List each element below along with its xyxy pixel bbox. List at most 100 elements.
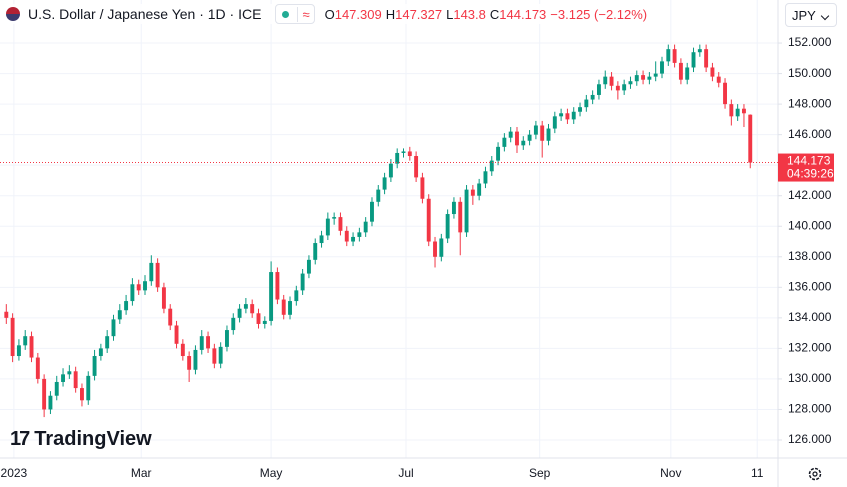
gear-hub: [812, 471, 818, 477]
candle-body: [174, 325, 179, 344]
logo-mark: 17: [10, 428, 30, 450]
ohlc-value: 143.8: [453, 6, 486, 22]
candle-body: [546, 128, 551, 141]
change-value: −3.125 (−2.12%): [550, 6, 648, 22]
candle-body: [275, 272, 280, 300]
brand-logo[interactable]: 17 TradingView: [10, 428, 152, 451]
status-buttons[interactable]: ≈: [275, 4, 315, 24]
candle-body: [445, 214, 450, 239]
x-tick-label: Sep: [529, 466, 551, 480]
candle-body: [218, 346, 223, 364]
ohlc-label: C: [489, 6, 500, 22]
y-tick-label: 140.000: [788, 218, 832, 232]
x-tick-label: Mar: [131, 466, 152, 480]
candle-body: [376, 189, 381, 202]
candle-body: [395, 152, 400, 164]
candle-body: [313, 243, 318, 260]
candle-body: [155, 262, 160, 288]
candle-body: [54, 381, 59, 396]
price-tag-countdown: 04:39:26: [787, 167, 834, 181]
candle-body: [180, 343, 185, 357]
candle-body: [464, 189, 469, 233]
candle-body: [451, 201, 456, 215]
market-status: [282, 10, 290, 18]
ohlc-label: O: [324, 6, 335, 22]
candle-body: [344, 230, 349, 242]
candle-body: [231, 317, 236, 331]
candle-body: [596, 84, 601, 95]
candle-body: [300, 273, 305, 291]
candle-body: [508, 131, 513, 138]
candle-body: [143, 281, 147, 291]
price-tag: [778, 153, 834, 182]
candle-body: [622, 84, 627, 91]
candle-body: [61, 374, 66, 382]
candle-body: [363, 221, 368, 233]
candle-body: [433, 241, 437, 257]
candle-body: [552, 116, 557, 129]
y-tick-label: 128.000: [788, 402, 832, 416]
candle-body: [533, 125, 538, 135]
candle-body: [23, 336, 28, 346]
y-tick-label: 132.000: [788, 341, 832, 355]
candle-body: [16, 345, 21, 357]
candle-body: [80, 388, 84, 401]
candle-body: [590, 94, 595, 100]
candle-body: [237, 308, 242, 318]
candle-body: [117, 310, 122, 320]
brand-text: TradingView: [34, 428, 152, 450]
candle-body: [111, 319, 116, 337]
candle-body: [678, 62, 683, 80]
candle-body: [294, 290, 299, 302]
candle-body: [73, 371, 78, 389]
candle-body: [521, 140, 526, 146]
candle-body: [420, 177, 425, 199]
currency-button[interactable]: JPY: [785, 3, 837, 27]
candle-body: [388, 163, 393, 178]
candle-body: [489, 160, 494, 172]
y-tick-label: 130.000: [788, 371, 832, 385]
candle-body: [161, 287, 166, 309]
y-tick-label: 126.000: [788, 432, 832, 446]
candle-body: [565, 113, 570, 120]
candle-body: [735, 108, 740, 117]
y-tick-label: 136.000: [788, 279, 832, 293]
candle-body: [306, 259, 311, 274]
candle-body: [584, 99, 589, 108]
candle-body: [628, 81, 633, 85]
candle-body: [685, 67, 690, 80]
candle-body: [426, 198, 431, 242]
candle-body: [29, 336, 34, 358]
candle-body: [168, 308, 173, 326]
candle-body: [136, 284, 141, 291]
candle-body: [653, 73, 658, 77]
candle-body: [212, 348, 217, 364]
candle-body: [742, 108, 746, 114]
settings-button[interactable]: [808, 467, 822, 481]
candle-body: [439, 238, 444, 257]
candle-body: [603, 76, 608, 85]
candle-body: [357, 232, 362, 237]
ohlc-value: 147.327: [395, 6, 443, 22]
candle-body: [723, 82, 727, 105]
candle-body: [527, 134, 532, 141]
candle-body: [225, 330, 229, 347]
candle-body: [199, 336, 204, 350]
ohlc-value: 147.309: [334, 6, 382, 22]
candle-body: [48, 395, 53, 410]
candle-body: [748, 114, 753, 163]
candle-body: [401, 151, 406, 153]
symbol-title[interactable]: U.S. Dollar / Japanese Yen · 1D · ICE: [28, 6, 262, 22]
candle-body: [149, 262, 154, 282]
x-tick-label: May: [260, 466, 283, 480]
candle-body: [338, 217, 343, 231]
candle-body: [382, 177, 387, 190]
candle-body: [351, 236, 356, 242]
x-tick-label: 2023: [1, 466, 28, 480]
candle-body: [609, 76, 614, 86]
x-tick-label: Jul: [398, 466, 413, 480]
candle-body: [414, 156, 419, 178]
candle-body: [647, 76, 652, 80]
ohlc-label: H: [385, 6, 396, 22]
candle-body: [281, 299, 286, 315]
